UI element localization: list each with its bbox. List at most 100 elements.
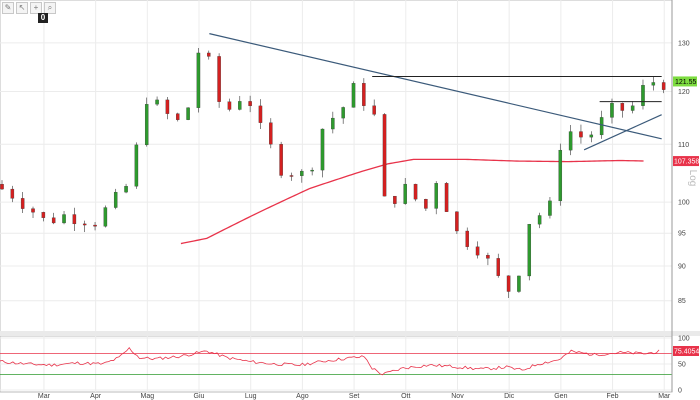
candle-up[interactable] [238, 101, 242, 110]
y-tick-label: 95 [678, 231, 686, 238]
candle-down[interactable] [72, 214, 77, 225]
candle-down[interactable] [465, 230, 469, 247]
candle-down[interactable] [176, 113, 180, 120]
y-tick-label: 90 [678, 264, 686, 271]
candle-down[interactable] [31, 208, 35, 213]
x-tick-label: Dic [504, 393, 515, 400]
candles [0, 48, 666, 298]
x-tick-label: Mag [141, 393, 155, 400]
candle-down[interactable] [227, 101, 232, 110]
candle-up[interactable] [651, 82, 656, 86]
candle-up[interactable] [331, 117, 335, 130]
candle-down[interactable] [413, 183, 418, 200]
candle-down[interactable] [393, 195, 397, 204]
x-tick-label: Mar [658, 393, 671, 400]
candle-up[interactable] [310, 169, 314, 172]
candle-down[interactable] [93, 224, 97, 227]
y-tick-label: 120 [678, 89, 690, 96]
cursor-icon[interactable]: ↖ [16, 2, 28, 14]
candle-up[interactable] [351, 83, 356, 108]
y-tick-label: 100 [678, 200, 690, 207]
candle-up[interactable] [558, 149, 563, 202]
candle-up[interactable] [537, 215, 542, 225]
x-tick-label: Gen [554, 393, 567, 400]
candle-up[interactable] [134, 144, 139, 187]
candle-down[interactable] [258, 105, 263, 123]
candle-up[interactable] [610, 103, 614, 118]
candle-up[interactable] [186, 107, 190, 120]
candle-down[interactable] [20, 198, 25, 209]
price-panel[interactable] [0, 33, 666, 298]
candle-up[interactable] [320, 128, 325, 171]
oscillator-line[interactable] [0, 346, 660, 376]
last-price-tag [673, 76, 697, 87]
trendline[interactable] [583, 114, 662, 151]
candle-up[interactable] [341, 107, 345, 119]
candle-down[interactable] [620, 103, 625, 111]
toolbar: ✎ ↖ + ⌕ [2, 2, 56, 14]
pencil-icon[interactable]: ✎ [2, 2, 14, 14]
candle-up[interactable] [599, 117, 604, 136]
trendline[interactable] [209, 33, 662, 140]
candle-up[interactable] [403, 183, 407, 204]
y-tick-label: 85 [678, 298, 686, 305]
candle-down[interactable] [82, 223, 87, 226]
price-grid [0, 0, 673, 333]
candle-up[interactable] [548, 200, 552, 216]
ma-value-label: 107.3580 [674, 159, 700, 166]
candle-down[interactable] [279, 144, 283, 176]
candle-down[interactable] [475, 246, 480, 256]
y-tick-label: 110 [678, 142, 689, 149]
candle-down[interactable] [496, 258, 500, 276]
zoom-icon[interactable]: ⌕ [44, 2, 56, 14]
candle-down[interactable] [424, 199, 428, 209]
counter-badge: 0 [38, 13, 48, 23]
moving-average-line[interactable] [180, 158, 644, 245]
candle-up[interactable] [630, 105, 635, 111]
candle-up[interactable] [155, 99, 159, 105]
candle-down[interactable] [289, 175, 294, 177]
ma-value-tag [673, 156, 699, 167]
x-tick-label: Ott [401, 393, 410, 400]
candle-up[interactable] [124, 186, 128, 193]
candle-up[interactable] [527, 224, 532, 277]
candle-up[interactable] [103, 207, 108, 227]
candle-down[interactable] [486, 255, 490, 259]
candle-down[interactable] [248, 101, 252, 107]
candle-down[interactable] [455, 211, 459, 232]
panel-divider[interactable] [0, 331, 700, 336]
oscillator-value-tag [673, 346, 699, 356]
candle-up[interactable] [196, 52, 201, 108]
log-scale-label[interactable]: Log [687, 170, 698, 187]
candle-down[interactable] [0, 184, 4, 190]
candle-down[interactable] [269, 122, 273, 145]
candle-down[interactable] [372, 105, 376, 115]
candle-down[interactable] [207, 52, 211, 57]
oscillator-panel[interactable] [0, 346, 672, 376]
candle-down[interactable] [661, 82, 666, 90]
candle-down[interactable] [165, 99, 170, 114]
x-tick-label: Nov [451, 393, 464, 400]
candle-down[interactable] [382, 114, 387, 197]
candle-up[interactable] [144, 104, 149, 146]
candle-up[interactable] [62, 214, 66, 224]
candle-down[interactable] [579, 131, 583, 138]
candle-down[interactable] [362, 83, 366, 106]
candle-up[interactable] [434, 183, 438, 209]
candle-down[interactable] [217, 56, 221, 102]
candle-down[interactable] [51, 217, 56, 224]
candle-up[interactable] [300, 170, 304, 176]
candle-up[interactable] [517, 275, 521, 292]
candle-down[interactable] [10, 188, 15, 199]
candle-down[interactable] [444, 183, 449, 212]
candle-down[interactable] [41, 212, 46, 218]
candle-up[interactable] [568, 131, 573, 151]
crosshair-icon[interactable]: + [30, 2, 42, 14]
osc-y-tick-label: 50 [678, 362, 686, 369]
axes: Mar Apr Mag Giu Lug Ago Set Ott Nov Dic Gen Feb Mar 8… [38, 0, 700, 400]
candle-up[interactable] [113, 191, 118, 208]
candle-up[interactable] [589, 134, 594, 138]
candle-up[interactable] [641, 85, 645, 106]
candle-down[interactable] [506, 275, 511, 292]
